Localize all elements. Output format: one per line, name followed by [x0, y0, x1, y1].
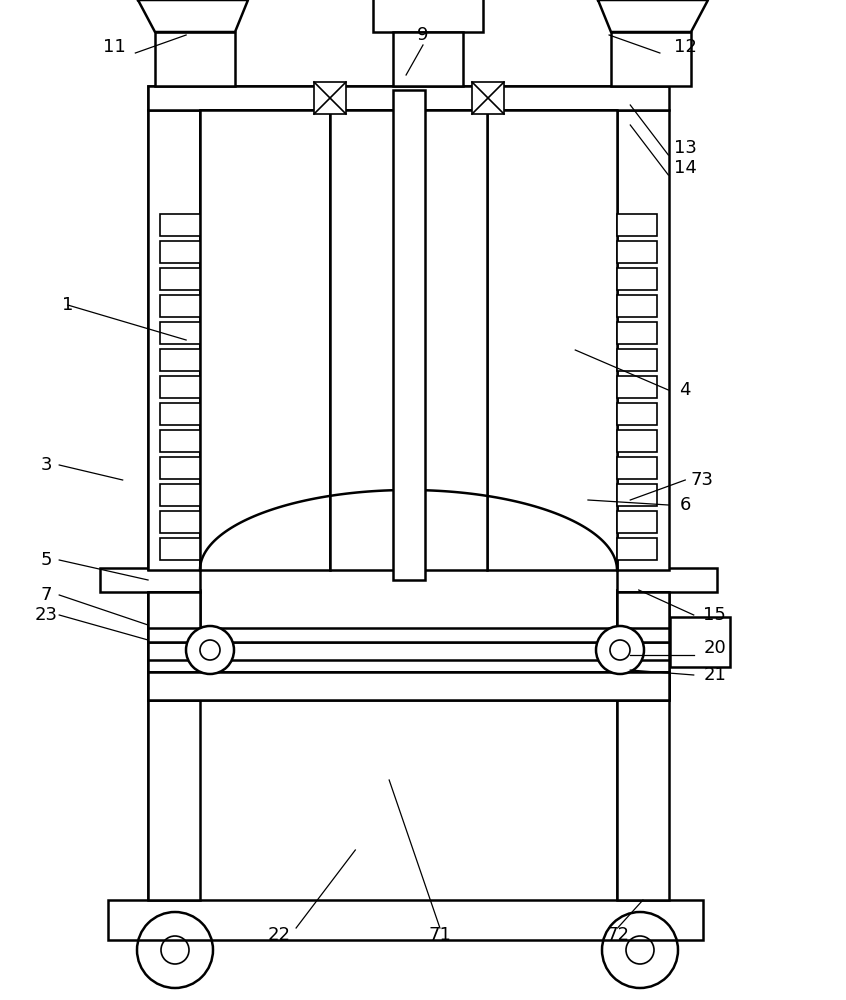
- Bar: [148, 590, 200, 900]
- Bar: [617, 403, 657, 425]
- Bar: [148, 590, 200, 900]
- Bar: [670, 617, 730, 667]
- Bar: [148, 110, 200, 570]
- Bar: [373, 0, 483, 32]
- Polygon shape: [598, 0, 708, 32]
- Bar: [160, 295, 200, 317]
- Text: 12: 12: [673, 38, 697, 56]
- Bar: [200, 110, 330, 570]
- Bar: [617, 110, 669, 570]
- Bar: [617, 484, 657, 506]
- Bar: [617, 568, 717, 592]
- Bar: [148, 672, 669, 700]
- Bar: [148, 86, 669, 110]
- Text: 14: 14: [673, 159, 697, 177]
- Bar: [617, 110, 669, 570]
- Bar: [617, 538, 657, 560]
- Bar: [148, 592, 200, 700]
- Bar: [160, 322, 200, 344]
- Circle shape: [596, 626, 644, 674]
- Bar: [393, 90, 425, 580]
- Bar: [160, 457, 200, 479]
- Bar: [160, 241, 200, 263]
- Bar: [108, 900, 703, 940]
- Bar: [160, 430, 200, 452]
- Text: 6: 6: [679, 496, 691, 514]
- Text: 15: 15: [703, 606, 727, 624]
- Bar: [487, 110, 617, 570]
- Bar: [393, 32, 463, 86]
- Text: 13: 13: [673, 139, 697, 157]
- Text: 21: 21: [703, 666, 727, 684]
- Bar: [617, 590, 669, 900]
- Bar: [148, 592, 200, 700]
- Bar: [148, 642, 669, 660]
- Bar: [200, 110, 330, 570]
- Bar: [617, 592, 669, 700]
- Text: 4: 4: [679, 381, 691, 399]
- Bar: [617, 457, 657, 479]
- Bar: [160, 538, 200, 560]
- Bar: [611, 32, 691, 86]
- Bar: [160, 484, 200, 506]
- Bar: [160, 511, 200, 533]
- Bar: [330, 110, 487, 570]
- Bar: [330, 110, 487, 570]
- Bar: [617, 268, 657, 290]
- Bar: [617, 241, 657, 263]
- Bar: [314, 82, 346, 114]
- Bar: [160, 376, 200, 398]
- Bar: [617, 295, 657, 317]
- Bar: [160, 349, 200, 371]
- Bar: [617, 430, 657, 452]
- Polygon shape: [138, 0, 248, 32]
- Text: 5: 5: [41, 551, 52, 569]
- Circle shape: [186, 626, 234, 674]
- Text: 1: 1: [62, 296, 74, 314]
- Bar: [148, 86, 669, 110]
- Text: 3: 3: [41, 456, 52, 474]
- Bar: [155, 32, 235, 86]
- Text: 20: 20: [704, 639, 726, 657]
- Bar: [617, 322, 657, 344]
- Bar: [617, 376, 657, 398]
- Text: 72: 72: [606, 926, 629, 944]
- Bar: [617, 592, 669, 700]
- Text: 23: 23: [35, 606, 58, 624]
- Bar: [160, 403, 200, 425]
- Bar: [617, 511, 657, 533]
- Text: 71: 71: [428, 926, 452, 944]
- Bar: [472, 82, 504, 114]
- Bar: [160, 214, 200, 236]
- Bar: [148, 672, 669, 700]
- Bar: [617, 214, 657, 236]
- Text: 7: 7: [41, 586, 52, 604]
- Text: 22: 22: [267, 926, 291, 944]
- Bar: [487, 110, 617, 570]
- Bar: [617, 349, 657, 371]
- Bar: [617, 590, 669, 900]
- Bar: [148, 110, 200, 570]
- Bar: [148, 672, 669, 700]
- Bar: [160, 268, 200, 290]
- Text: 11: 11: [103, 38, 125, 56]
- Bar: [148, 628, 669, 642]
- Bar: [100, 568, 200, 592]
- Text: 73: 73: [690, 471, 714, 489]
- Text: 9: 9: [417, 26, 429, 44]
